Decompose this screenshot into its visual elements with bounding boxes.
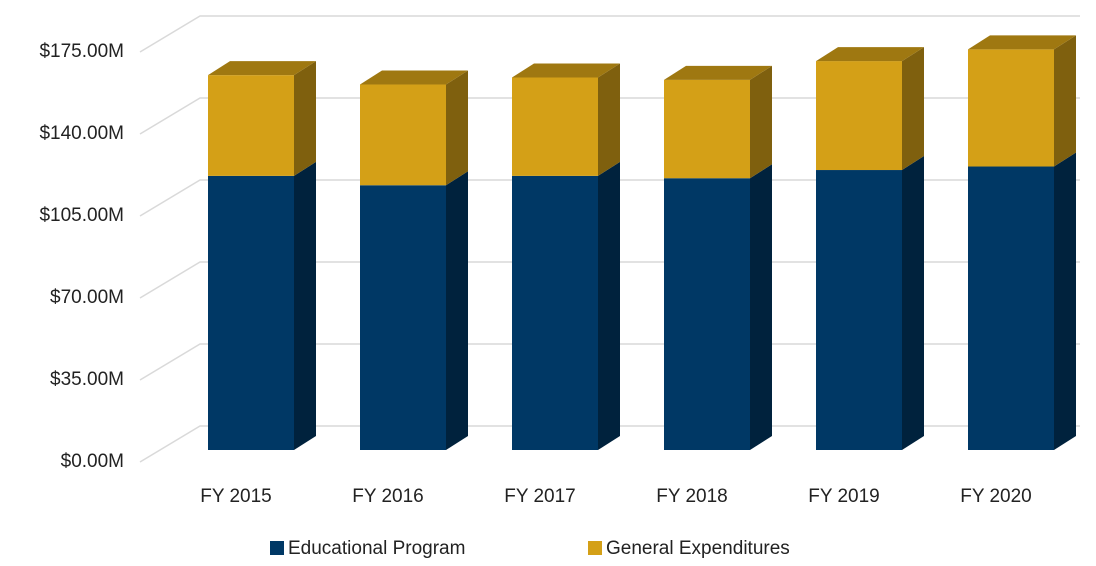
x-tick-label: FY 2016 <box>352 486 423 507</box>
bar-side <box>446 70 468 186</box>
bar-front <box>816 61 902 171</box>
y-tick-label: $35.00M <box>50 369 124 390</box>
bar-side <box>750 65 772 179</box>
grid-line <box>139 15 1080 53</box>
bar-front <box>208 75 294 176</box>
x-tick-label: FY 2019 <box>808 486 879 507</box>
bar-side <box>446 171 468 450</box>
y-tick-label: $0.00M <box>61 451 124 472</box>
bar-top <box>208 61 316 76</box>
x-tick-label: FY 2015 <box>200 486 271 507</box>
y-tick-label: $70.00M <box>50 287 124 308</box>
bar-top <box>968 35 1076 50</box>
grid-line <box>139 261 1080 299</box>
legend-label: Educational Program <box>288 538 465 559</box>
bar-top <box>816 47 924 62</box>
bar-side <box>598 161 620 450</box>
x-tick-label: FY 2020 <box>960 486 1031 507</box>
y-tick-label: $140.00M <box>39 123 124 144</box>
bar-side <box>902 47 924 171</box>
bar-side <box>294 161 316 450</box>
bar-front <box>968 166 1054 450</box>
bar-top <box>360 70 468 85</box>
grid-line <box>139 179 1080 217</box>
bar-front <box>360 185 446 450</box>
bar-side <box>598 63 620 176</box>
legend-swatch <box>588 541 602 555</box>
x-tick-label: FY 2018 <box>656 486 727 507</box>
y-tick-label: $175.00M <box>39 41 124 62</box>
bar-front <box>664 178 750 450</box>
bar-front <box>512 175 598 450</box>
bar-top <box>512 63 620 78</box>
bar-side <box>1054 35 1076 167</box>
grid-line <box>139 425 1080 463</box>
bar-side <box>902 156 924 450</box>
bar-side <box>750 164 772 450</box>
bar-top <box>664 65 772 80</box>
bar-front <box>664 79 750 179</box>
bar-front <box>816 170 902 450</box>
legend-swatch <box>270 541 284 555</box>
y-tick-label: $105.00M <box>39 205 124 226</box>
x-tick-label: FY 2017 <box>504 486 575 507</box>
bar-side <box>294 61 316 176</box>
bar-front <box>208 175 294 450</box>
bar-front <box>968 49 1054 167</box>
bar-front <box>512 77 598 176</box>
grid-line <box>139 343 1080 381</box>
bar-side <box>1054 152 1076 450</box>
bar-front <box>360 84 446 186</box>
grid-line <box>139 97 1080 135</box>
legend-label: General Expenditures <box>606 538 790 559</box>
